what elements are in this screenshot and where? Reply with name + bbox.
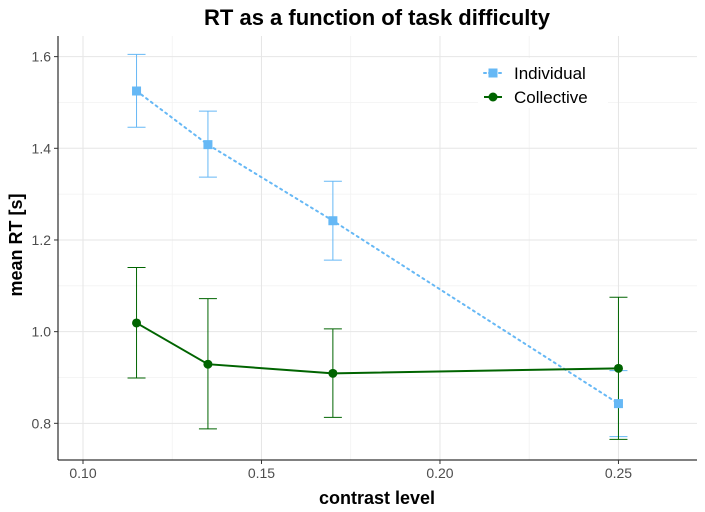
series-lines: [135, 90, 620, 405]
collective-line: [136, 322, 619, 375]
y-tick-label: 1.0: [32, 324, 52, 340]
legend-box: [478, 58, 608, 108]
individual-line: [135, 90, 620, 405]
error-bars: [127, 53, 628, 440]
legend-key-marker-collective: [488, 92, 498, 102]
legend-label-collective: Collective: [514, 88, 588, 107]
individual-point: [328, 216, 338, 226]
collective-point: [203, 359, 213, 369]
legend-key-marker-individual: [488, 68, 498, 78]
x-axis-title: contrast level: [319, 488, 435, 508]
y-tick-label: 1.2: [32, 232, 52, 248]
individual-point: [203, 140, 213, 150]
legend: Individual Collective: [478, 58, 608, 108]
tick-labels: 0.10 0.15 0.20 0.25 0.8 1.0 1.2 1.4 1.6: [32, 49, 633, 481]
x-tick-label: 0.10: [69, 465, 96, 481]
y-tick-label: 1.6: [32, 49, 52, 65]
chart-title: RT as a function of task difficulty: [204, 5, 551, 30]
data-points: [132, 86, 623, 409]
individual-point: [132, 86, 142, 96]
y-axis-title: mean RT [s]: [6, 193, 26, 296]
x-tick-label: 0.20: [426, 465, 453, 481]
y-tick-label: 0.8: [32, 415, 52, 431]
individual-point: [613, 399, 623, 409]
grid: [58, 36, 697, 460]
x-tick-label: 0.15: [248, 465, 275, 481]
x-tick-label: 0.25: [605, 465, 632, 481]
collective-point: [132, 318, 142, 328]
collective-point: [613, 363, 623, 373]
legend-label-individual: Individual: [514, 64, 586, 83]
axes: [57, 36, 697, 461]
y-tick-label: 1.4: [32, 140, 52, 156]
collective-point: [328, 368, 338, 378]
